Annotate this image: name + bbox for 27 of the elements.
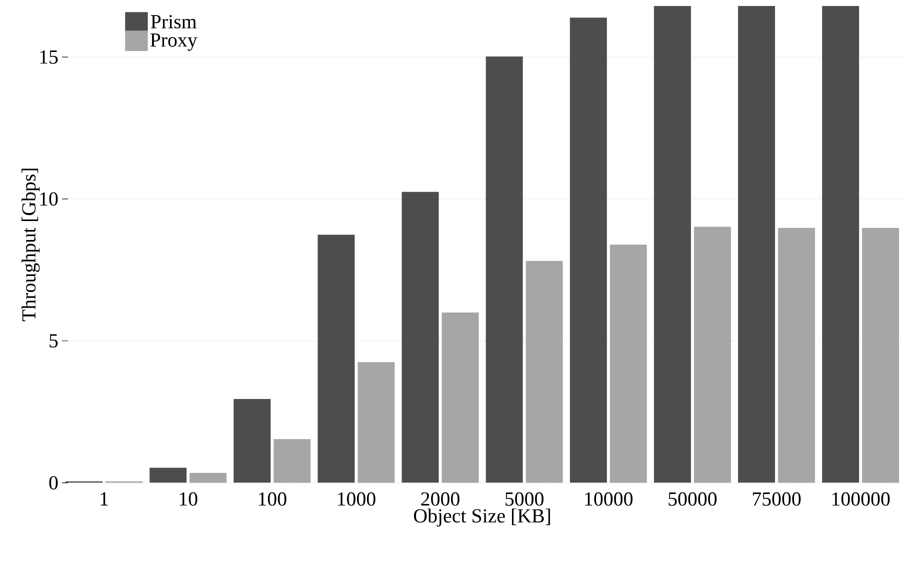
- x-tick-label: 100: [258, 492, 286, 506]
- legend-label: Proxy: [150, 34, 198, 51]
- bar: [402, 192, 439, 483]
- x-tick-label: 1: [100, 492, 108, 506]
- y-axis-title: Throughput [Gbps]: [22, 168, 40, 322]
- x-axis-title: Object Size [KB]: [414, 508, 550, 527]
- x-tick-label: 75000: [752, 492, 801, 506]
- bar: [234, 399, 271, 483]
- bar: [318, 234, 355, 483]
- bar: [570, 18, 607, 483]
- x-tick-label: 100000: [832, 492, 890, 506]
- bar: [486, 56, 523, 483]
- x-tick-label: 10000: [585, 492, 633, 506]
- x-tick-label: 5000: [506, 492, 544, 506]
- bar: [150, 468, 187, 483]
- bar: [738, 6, 776, 483]
- x-tick-label: 50000: [668, 492, 717, 506]
- y-tick-label: 10: [40, 192, 58, 206]
- bar: [822, 6, 860, 483]
- x-tick-label: 2000: [421, 492, 460, 506]
- y-tick-label: 0: [49, 476, 58, 490]
- bar: [654, 6, 691, 483]
- y-tick-label: 15: [40, 50, 58, 64]
- x-tick-label: 10: [180, 492, 198, 506]
- legend-label: Prism: [150, 15, 197, 29]
- x-tick-label: 1000: [338, 492, 376, 506]
- y-tick-label: 5: [50, 334, 58, 348]
